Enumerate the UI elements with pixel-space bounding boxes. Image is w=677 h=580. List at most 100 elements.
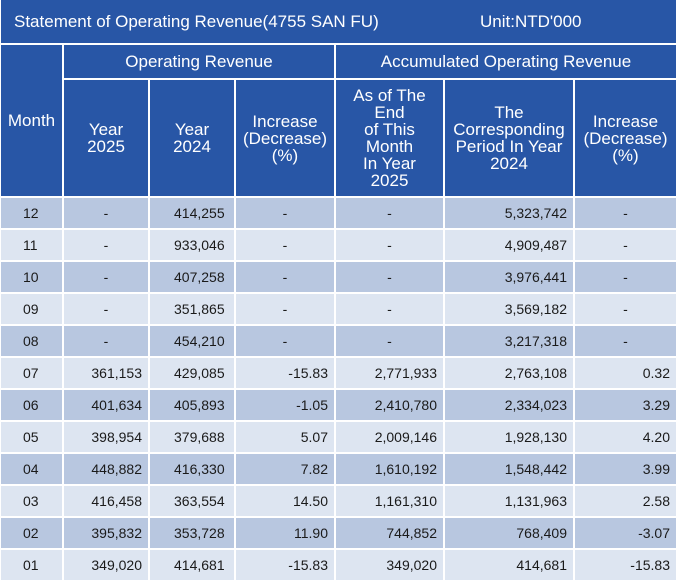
table-row: 08-454,210- -3,217,318- — [1, 324, 676, 357]
increase-cell: -15.83 — [235, 356, 336, 389]
accumulated-2025-cell: - — [335, 324, 445, 357]
unit-label: Unit:NTD'000 — [480, 12, 582, 31]
table-row: 07 361,153 429,085 -15.83 2,771,933 2,763,108… — [1, 356, 676, 389]
accumulated-2024-cell: 3,217,318 — [444, 324, 575, 357]
accumulated-2025-cell: 349,020 — [335, 548, 445, 580]
month-cell: 12 — [1, 196, 64, 229]
increase-cell: 11.90 — [235, 516, 336, 549]
accumulated-2025-cell: - — [335, 292, 445, 325]
accumulated-2025-cell: 2,771,933 — [335, 356, 445, 389]
accumulated-2024-cell: 3,569,182 — [444, 292, 575, 325]
accumulated-2024-cell: 2,334,023 — [444, 388, 575, 421]
accumulated-2025-cell: 744,852 — [335, 516, 445, 549]
month-cell: 07 — [1, 356, 64, 389]
month-cell: 01 — [1, 548, 64, 580]
year-2025-cell: 349,020 — [63, 548, 150, 580]
increase-accumulated-cell: 3.29 — [574, 388, 676, 421]
accumulated-2024-cell: 768,409 — [444, 516, 575, 549]
year-2024-header: Year 2024 — [149, 79, 236, 197]
increase-cell: - — [235, 292, 336, 325]
increase-accumulated-cell: - — [574, 228, 676, 261]
month-cell: 11 — [1, 228, 64, 261]
increase-cell: 14.50 — [235, 484, 336, 517]
accumulated-2024-cell: 2,763,108 — [444, 356, 575, 389]
accumulated-2025-cell: - — [335, 228, 445, 261]
accumulated-2025-cell: 2,410,780 — [335, 388, 445, 421]
month-cell: 02 — [1, 516, 64, 549]
month-cell: 09 — [1, 292, 64, 325]
month-cell: 06 — [1, 388, 64, 421]
table-row: 01 349,020 414,681 -15.83 349,020 414,681 -15.… — [1, 548, 676, 580]
year-2025-cell: 401,634 — [63, 388, 150, 421]
corresponding-period-header: The Corresponding Period In Year 2024 — [444, 79, 575, 197]
year-2025-cell: 416,458 — [63, 484, 150, 517]
year-2024-cell: 351,865 — [149, 292, 236, 325]
accumulated-2025-cell: 1,610,192 — [335, 452, 445, 485]
increase-cell: - — [235, 228, 336, 261]
increase-accumulated-cell: - — [574, 292, 676, 325]
month-cell: 08 — [1, 324, 64, 357]
increase-accumulated-cell: - — [574, 260, 676, 293]
year-2025-cell: - — [63, 260, 150, 293]
table-row: 03 416,458 363,554 14.50 1,161,310 1,131,963 2… — [1, 484, 676, 517]
year-2024-cell: 416,330 — [149, 452, 236, 485]
year-2024-cell: 405,893 — [149, 388, 236, 421]
increase-accumulated-cell: 3.99 — [574, 452, 676, 485]
month-header: Month — [1, 44, 64, 198]
accumulated-2024-cell: 4,909,487 — [444, 228, 575, 261]
increase-cell: - — [235, 324, 336, 357]
accumulated-2024-cell: 1,131,963 — [444, 484, 575, 517]
year-2025-cell: 398,954 — [63, 420, 150, 453]
accumulated-revenue-group-header: Accumulated Operating Revenue — [335, 44, 676, 80]
month-cell: 03 — [1, 484, 64, 517]
year-2025-cell: 395,832 — [63, 516, 150, 549]
year-2025-cell: - — [63, 196, 150, 229]
month-cell: 05 — [1, 420, 64, 453]
title-bar: Statement of Operating Revenue(4755 SAN … — [1, 0, 676, 45]
table-row: 04 448,882 416,330 7.82 1,610,192 1,548,442 3.… — [1, 452, 676, 485]
year-2025-cell: 448,882 — [63, 452, 150, 485]
accumulated-2024-cell: 1,928,130 — [444, 420, 575, 453]
increase-cell: -15.83 — [235, 548, 336, 580]
accumulated-2025-cell: 1,161,310 — [335, 484, 445, 517]
year-2025-header: Year 2025 — [63, 79, 150, 197]
increase-cell: - — [235, 260, 336, 293]
year-2024-cell: 353,728 — [149, 516, 236, 549]
year-2025-cell: - — [63, 228, 150, 261]
table-row: 05 398,954 379,688 5.07 2,009,146 1,928,130 4.… — [1, 420, 676, 453]
accumulated-2024-cell: 3,976,441 — [444, 260, 575, 293]
accumulated-2025-cell: - — [335, 260, 445, 293]
increase-accumulated-header: Increase (Decrease) (%) — [574, 79, 676, 197]
increase-accumulated-cell: -3.07 — [574, 516, 676, 549]
table-row: 02 395,832 353,728 11.90 744,852 768,409 -3.07 — [1, 516, 676, 549]
accumulated-2024-cell: 414,681 — [444, 548, 575, 580]
increase-accumulated-cell: -15.83 — [574, 548, 676, 580]
accumulated-2024-cell: 5,323,742 — [444, 196, 575, 229]
increase-header: Increase (Decrease) (%) — [235, 79, 336, 197]
increase-cell: 5.07 — [235, 420, 336, 453]
year-2024-cell: 379,688 — [149, 420, 236, 453]
table-row: 10-407,258- -3,976,441- — [1, 260, 676, 293]
year-2025-cell: - — [63, 324, 150, 357]
year-2024-cell: 429,085 — [149, 356, 236, 389]
increase-accumulated-cell: 0.32 — [574, 356, 676, 389]
accumulated-2025-cell: - — [335, 196, 445, 229]
increase-cell: 7.82 — [235, 452, 336, 485]
increase-accumulated-cell: 2.58 — [574, 484, 676, 517]
year-2024-cell: 414,681 — [149, 548, 236, 580]
increase-accumulated-cell: - — [574, 196, 676, 229]
year-2024-cell: 454,210 — [149, 324, 236, 357]
year-2025-cell: 361,153 — [63, 356, 150, 389]
year-2024-cell: 363,554 — [149, 484, 236, 517]
increase-accumulated-cell: 4.20 — [574, 420, 676, 453]
operating-revenue-group-header: Operating Revenue — [63, 44, 336, 80]
month-cell: 04 — [1, 452, 64, 485]
accumulated-2024-cell: 1,548,442 — [444, 452, 575, 485]
increase-cell: - — [235, 196, 336, 229]
table-row: 09-351,865- -3,569,182- — [1, 292, 676, 325]
month-cell: 10 — [1, 260, 64, 293]
year-2024-cell: 933,046 — [149, 228, 236, 261]
table-row: 11-933,046- -4,909,487- — [1, 228, 676, 261]
